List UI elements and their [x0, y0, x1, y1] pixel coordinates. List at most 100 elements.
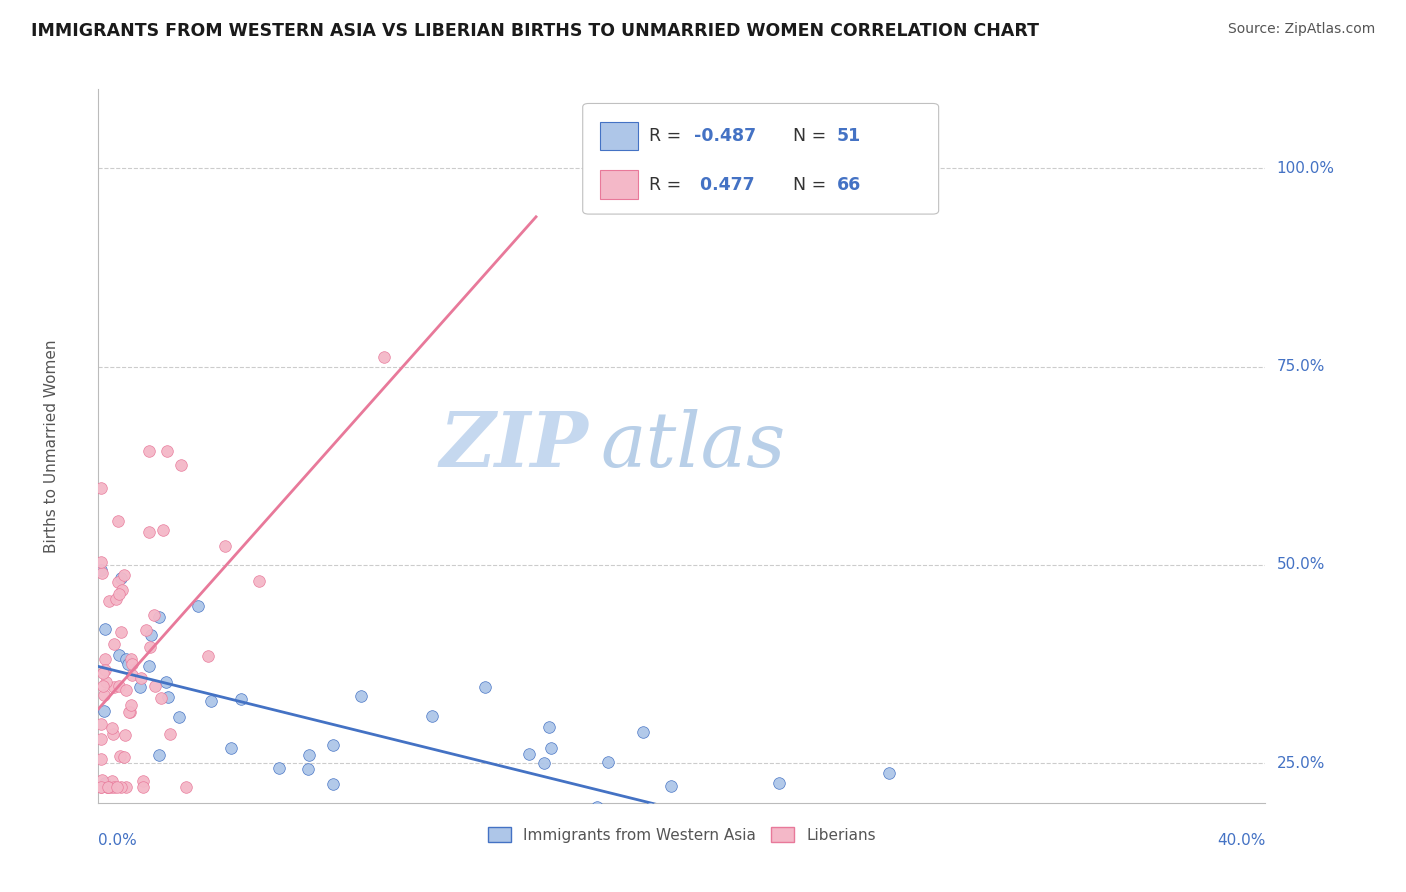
Point [659, 779, 682, 793]
Point [148, 747, 170, 762]
Point [94, 652, 117, 666]
Point [90, 717, 112, 731]
Text: 50.0%: 50.0% [1277, 558, 1324, 573]
Point [156, 444, 179, 458]
Point [149, 690, 172, 705]
Point [129, 681, 152, 695]
Point [197, 649, 219, 664]
Point [155, 675, 177, 690]
Point [90, 780, 112, 794]
Point [93, 663, 115, 677]
Point [298, 748, 321, 763]
Point [91, 773, 114, 788]
Point [115, 780, 138, 794]
Point [135, 623, 157, 637]
Point [101, 773, 124, 788]
Point [107, 514, 129, 528]
Point [297, 762, 319, 776]
Point [118, 705, 141, 719]
Point [269, 761, 291, 775]
Point [114, 728, 136, 742]
Point [350, 689, 373, 703]
FancyBboxPatch shape [582, 103, 939, 214]
Text: Source: ZipAtlas.com: Source: ZipAtlas.com [1227, 22, 1375, 37]
Bar [600, 121, 637, 150]
Point [322, 776, 344, 790]
Point [90, 555, 112, 569]
Text: N =: N = [793, 127, 831, 145]
Point [96, 780, 118, 794]
Point [96, 675, 118, 690]
Point [474, 680, 496, 694]
Point [167, 710, 190, 724]
Point [152, 523, 174, 537]
Point [90, 563, 112, 577]
Point [91, 566, 114, 580]
Point [138, 659, 160, 673]
Point [117, 657, 139, 672]
Point [94, 622, 117, 636]
Point [110, 571, 132, 585]
Point [93, 679, 115, 693]
Text: 0.0%: 0.0% [98, 833, 138, 848]
Point [120, 698, 142, 713]
Point [93, 704, 115, 718]
Point [132, 773, 155, 788]
Point [108, 679, 131, 693]
Point [138, 444, 160, 458]
Point [103, 780, 125, 794]
Point [139, 640, 162, 654]
Point [94, 776, 117, 790]
Point [322, 738, 344, 752]
Text: 51: 51 [837, 127, 862, 145]
Point [110, 780, 132, 794]
Point [540, 741, 562, 756]
Point [108, 749, 131, 764]
Point [101, 722, 124, 736]
Point [170, 458, 193, 472]
Point [114, 682, 136, 697]
Point [219, 741, 242, 756]
Bar [600, 170, 637, 199]
Point [121, 668, 143, 682]
Text: 100.0%: 100.0% [1277, 161, 1334, 176]
Point [97, 780, 120, 794]
Legend: Immigrants from Western Asia, Liberians: Immigrants from Western Asia, Liberians [482, 821, 882, 848]
Point [648, 833, 671, 847]
Point [631, 725, 654, 739]
Point [430, 870, 453, 884]
Point [877, 766, 900, 780]
Text: 75.0%: 75.0% [1277, 359, 1324, 375]
Point [107, 587, 129, 601]
Text: 25.0%: 25.0% [1277, 756, 1324, 771]
Point [970, 854, 993, 868]
Point [129, 671, 152, 685]
Point [638, 801, 661, 815]
Point [91, 666, 114, 681]
Point [114, 652, 136, 666]
Point [107, 575, 129, 590]
Point [711, 805, 734, 819]
Point [111, 582, 134, 597]
Point [105, 780, 128, 794]
Point [229, 692, 252, 706]
Point [143, 679, 166, 693]
Text: 66: 66 [837, 176, 862, 194]
Text: 0.477: 0.477 [693, 176, 754, 194]
Point [142, 608, 165, 623]
Point [187, 599, 209, 614]
Point [139, 628, 162, 642]
Point [422, 709, 444, 723]
Point [121, 657, 143, 672]
Point [200, 694, 222, 708]
Point [103, 680, 125, 694]
Point [104, 592, 127, 607]
Point [247, 574, 270, 588]
Point [112, 750, 135, 764]
Point [132, 780, 155, 794]
Point [101, 726, 124, 740]
Point [586, 799, 609, 814]
Point [156, 690, 179, 704]
Point [675, 830, 697, 845]
Point [108, 648, 131, 663]
